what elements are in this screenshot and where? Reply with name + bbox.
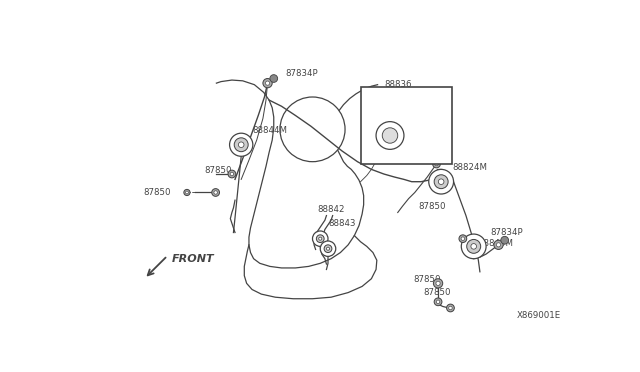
Circle shape [432,131,438,137]
Text: 87834P: 87834P [399,132,432,141]
Circle shape [270,75,278,82]
Text: 87857M: 87857M [388,119,424,128]
Circle shape [239,142,244,148]
Circle shape [459,235,467,243]
Circle shape [263,78,272,88]
Circle shape [434,175,448,189]
Circle shape [434,298,442,306]
Text: 87850: 87850 [143,188,171,197]
Circle shape [467,240,481,253]
Circle shape [425,132,433,140]
FancyBboxPatch shape [362,87,452,164]
Circle shape [280,97,345,162]
Text: 88836: 88836 [385,80,412,89]
Circle shape [471,244,477,249]
Circle shape [461,234,486,259]
Circle shape [433,279,443,288]
Circle shape [320,241,336,256]
Circle shape [417,135,426,145]
Circle shape [501,236,509,244]
Circle shape [316,235,324,243]
Text: 88824M: 88824M [452,163,487,172]
Circle shape [433,132,436,135]
Circle shape [214,191,218,194]
Text: 87850: 87850 [423,288,451,297]
Text: 87850: 87850 [413,275,441,284]
Circle shape [186,191,188,194]
Circle shape [447,304,454,312]
Circle shape [324,245,332,253]
Circle shape [230,133,253,156]
Circle shape [230,172,234,176]
Circle shape [433,160,440,168]
Text: 88845M: 88845M [478,239,513,248]
Circle shape [497,243,500,247]
Circle shape [319,237,322,240]
Circle shape [266,81,269,85]
Circle shape [312,231,328,246]
Circle shape [436,281,440,285]
Text: 87850: 87850 [419,202,446,211]
Circle shape [234,138,248,152]
Text: 88842: 88842 [317,205,345,214]
Text: X869001E: X869001E [516,311,561,320]
Circle shape [438,179,444,185]
Circle shape [461,237,465,240]
Circle shape [228,170,236,178]
Text: 87850: 87850 [204,166,232,174]
Circle shape [449,306,452,310]
Circle shape [435,162,438,166]
Circle shape [376,122,404,150]
Circle shape [212,189,220,196]
Circle shape [419,138,423,142]
Circle shape [436,300,440,304]
Circle shape [429,169,454,194]
Text: 88843: 88843 [328,219,355,228]
Circle shape [382,128,397,143]
Text: 88844M: 88844M [252,126,287,135]
Text: FRONT: FRONT [172,254,215,264]
Text: 87834P: 87834P [285,70,318,78]
Text: 88891: 88891 [381,106,408,115]
Circle shape [326,247,330,250]
Text: 87834P: 87834P [491,228,524,237]
Circle shape [494,240,503,250]
Circle shape [184,189,190,196]
